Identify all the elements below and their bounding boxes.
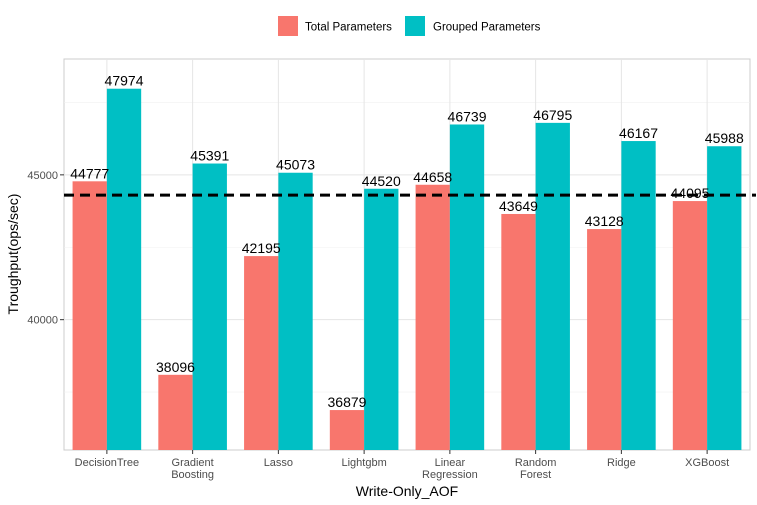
x-tick-label-decisiontree: DecisionTree (75, 457, 139, 469)
bar-grouped-parameters-xgboost (707, 146, 742, 450)
x-tick-label-lasso: Lasso (264, 457, 293, 469)
data-label-total-parameters-linear-regression: 44658 (413, 169, 452, 185)
bar-total-parameters-lightgbm (329, 410, 365, 450)
x-tick-label-xgboost: XGBoost (685, 457, 729, 469)
bar-grouped-parameters-lasso (278, 172, 313, 450)
data-labels: 44777 47974 38096 45391 42195 45073 36879 44520… (70, 73, 744, 410)
x-axis-title: Write-Only_AOF (356, 483, 458, 499)
legend-swatch-total-parameters (278, 16, 298, 36)
bar-grouped-parameters-ridge (621, 141, 656, 451)
data-label-total-parameters-xgboost: 44095 (671, 185, 710, 201)
data-label-total-parameters-gradient-boosting: 38096 (156, 359, 195, 375)
x-tick-label-lightgbm: Lightgbm (341, 457, 386, 469)
y-axis-ticks: 40000 45000 (27, 170, 64, 327)
data-label-grouped-parameters-linear-regression: 46739 (448, 108, 487, 124)
bar-total-parameters-lasso (244, 256, 279, 450)
bar-grouped-parameters-linear-regression (449, 124, 485, 450)
legend-label-grouped-parameters: Grouped Parameters (433, 22, 541, 34)
x-tick-label-linear-regression: Linear Regression (422, 457, 478, 481)
bar-grouped-parameters-random-forest (535, 122, 570, 450)
bar-total-parameters-ridge (587, 229, 622, 450)
data-label-grouped-parameters-lasso: 45073 (276, 157, 315, 173)
bar-total-parameters-random-forest (501, 213, 536, 450)
x-axis-ticks: DecisionTree Gradient Boosting Lasso Lightgb… (75, 450, 729, 481)
bar-total-parameters-linear-regression (415, 184, 450, 450)
x-tick-label-gradient-boosting: Gradient Boosting (171, 457, 214, 481)
y-axis-title: Troughput(ops/sec) (5, 194, 21, 315)
data-label-total-parameters-lightgbm: 36879 (328, 394, 367, 410)
legend-label-total-parameters: Total Parameters (305, 22, 392, 34)
x-tick-label-ridge: Ridge (607, 457, 636, 469)
bar-total-parameters-gradient-boosting (158, 374, 193, 450)
legend-item-grouped-parameters: Grouped Parameters (405, 16, 541, 36)
bar-grouped-parameters-decisiontree (106, 88, 142, 450)
data-label-grouped-parameters-lightgbm: 44520 (362, 173, 401, 189)
data-label-grouped-parameters-xgboost: 45988 (705, 130, 744, 146)
data-label-grouped-parameters-ridge: 46167 (619, 125, 658, 141)
legend-swatch-grouped-parameters (405, 16, 425, 36)
bars (72, 88, 742, 451)
bar-grouped-parameters-lightgbm (364, 188, 399, 450)
data-label-total-parameters-ridge: 43128 (585, 213, 624, 229)
bar-grouped-parameters-gradient-boosting (192, 163, 227, 450)
bar-total-parameters-decisiontree (72, 181, 107, 450)
bar-total-parameters-xgboost (672, 201, 708, 450)
data-label-total-parameters-lasso: 42195 (242, 240, 281, 256)
data-label-total-parameters-random-forest: 43649 (499, 198, 538, 214)
legend: Total Parameters Grouped Parameters (278, 16, 541, 36)
y-tick-label: 40000 (27, 315, 58, 327)
legend-item-total-parameters: Total Parameters (278, 16, 392, 36)
x-tick-label-random-forest: Random Forest (515, 457, 557, 481)
data-label-grouped-parameters-random-forest: 46795 (533, 107, 572, 123)
data-label-grouped-parameters-decisiontree: 47974 (105, 73, 144, 89)
data-label-total-parameters-decisiontree: 44777 (70, 165, 109, 181)
y-tick-label: 45000 (27, 170, 58, 182)
data-label-grouped-parameters-gradient-boosting: 45391 (190, 148, 229, 164)
